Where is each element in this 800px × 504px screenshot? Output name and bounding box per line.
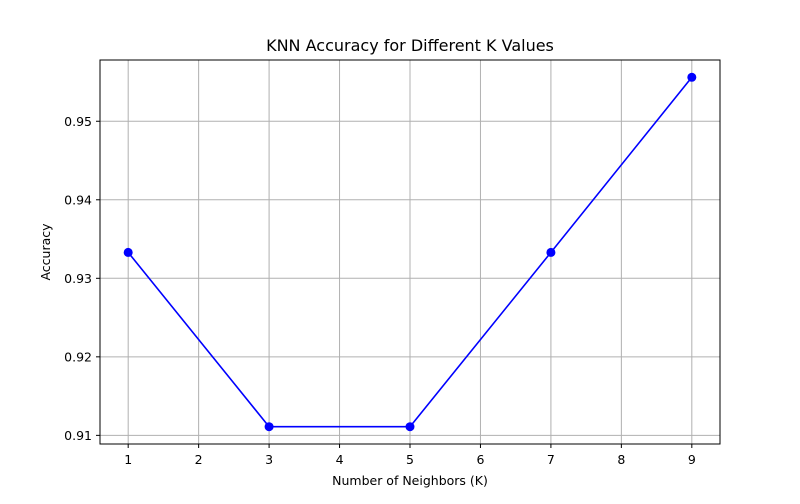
data-point <box>546 247 556 257</box>
x-tick-label: 5 <box>406 452 414 467</box>
y-tick-label: 0.93 <box>64 271 92 286</box>
chart-title: KNN Accuracy for Different K Values <box>266 36 554 55</box>
plot-area-frame <box>99 59 721 445</box>
y-tick-label: 0.91 <box>64 428 92 443</box>
series <box>123 72 697 432</box>
x-tick-label: 8 <box>617 452 625 467</box>
x-tick-label: 9 <box>688 452 696 467</box>
grid <box>100 60 720 444</box>
x-tick-label: 4 <box>336 452 344 467</box>
data-point <box>123 247 133 257</box>
x-tick-label: 6 <box>476 452 484 467</box>
y-tick-label: 0.94 <box>64 192 92 207</box>
data-point <box>687 72 697 82</box>
x-tick-label: 1 <box>124 452 132 467</box>
x-tick-label: 2 <box>195 452 203 467</box>
x-axis-label: Number of Neighbors (K) <box>332 473 488 488</box>
y-tick-label: 0.95 <box>64 114 92 129</box>
data-point <box>264 422 274 432</box>
y-tick-label: 0.92 <box>64 349 92 364</box>
data-point <box>405 422 415 432</box>
x-tick-label: 3 <box>265 452 273 467</box>
axis-ticks: 1 2 3 4 5 6 7 8 9 0.91 0.92 0.93 0.94 0.95 <box>64 114 696 467</box>
x-tick-label: 7 <box>547 452 555 467</box>
y-axis-label: Accuracy <box>38 223 53 281</box>
